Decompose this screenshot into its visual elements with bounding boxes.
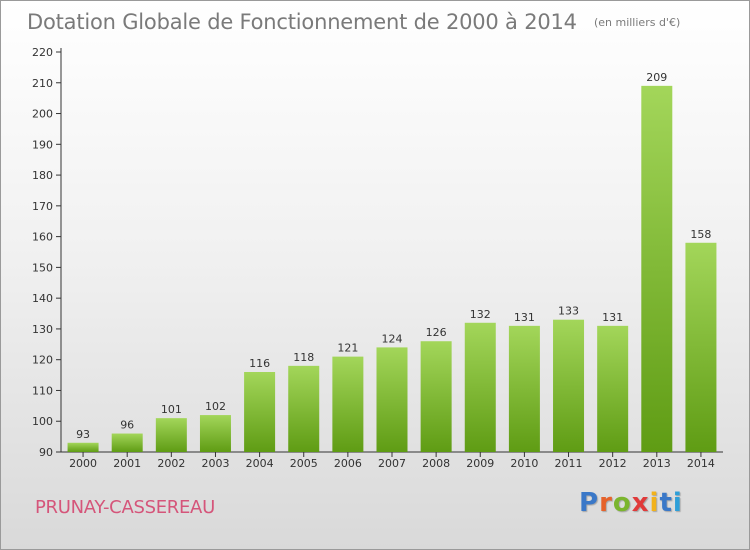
bar-value-label: 124 — [382, 332, 403, 345]
bar-value-label: 96 — [120, 419, 134, 432]
place-name: PRUNAY-CASSEREAU — [35, 497, 215, 518]
logo-letter: P — [579, 488, 600, 518]
logo-letter: r — [599, 488, 613, 518]
y-tick-label: 200 — [32, 108, 53, 121]
bar-value-label: 118 — [293, 351, 314, 364]
bar-value-label: 131 — [514, 311, 535, 324]
x-tick-label: 2009 — [466, 457, 494, 470]
chart-title: Dotation Globale de Fonctionnement de 20… — [27, 10, 577, 34]
logo-letter: t — [659, 488, 673, 518]
y-tick-label: 90 — [39, 446, 53, 459]
logo-letter: x — [631, 488, 650, 518]
bar-2007 — [376, 347, 408, 452]
x-tick-label: 2014 — [687, 457, 715, 470]
x-tick-label: 2003 — [201, 457, 229, 470]
logo-letter: i — [672, 488, 683, 518]
y-tick-label: 120 — [32, 354, 53, 367]
x-tick-label: 2013 — [643, 457, 671, 470]
bar-2009 — [464, 322, 496, 452]
bar-2008 — [420, 341, 452, 452]
x-axis: 2000 2001 2002 2003 2004 2005 2006 2007 2008 2009… — [61, 451, 723, 470]
y-tick-label: 170 — [32, 200, 53, 213]
y-tick-label: 190 — [32, 138, 53, 151]
y-tick-label: 180 — [32, 169, 53, 182]
x-tick-label: 2010 — [510, 457, 538, 470]
bar-2010 — [508, 325, 540, 452]
bar-2001 — [111, 433, 143, 452]
logo-letter: o — [612, 488, 632, 518]
proxiti-logo: Proxiti — [579, 488, 683, 518]
y-tick-label: 140 — [32, 292, 53, 305]
bar-value-label: 93 — [76, 428, 90, 441]
bar-value-label: 132 — [470, 308, 491, 321]
y-tick-label: 130 — [32, 323, 53, 336]
bar-value-label: 133 — [558, 305, 579, 318]
x-tick-label: 2012 — [599, 457, 627, 470]
y-tick-label: 100 — [32, 415, 53, 428]
bar-value-label: 121 — [337, 342, 358, 355]
y-tick-label: 210 — [32, 77, 53, 90]
x-tick-label: 2011 — [555, 457, 583, 470]
bar-2014 — [685, 242, 717, 452]
data-labels: 93 96 101 102 116 118 121 124 126 132 131 133 131 209… — [76, 71, 711, 441]
x-tick-label: 2001 — [113, 457, 141, 470]
bar-2002 — [155, 418, 187, 452]
y-tick-label: 150 — [32, 261, 53, 274]
x-tick-label: 2005 — [290, 457, 318, 470]
x-tick-label: 2002 — [157, 457, 185, 470]
y-tick-label: 220 — [32, 46, 53, 59]
x-tick-label: 2008 — [422, 457, 450, 470]
bar-2003 — [199, 415, 231, 452]
bar-2011 — [553, 319, 585, 452]
y-tick-label: 160 — [32, 231, 53, 244]
bar-2012 — [597, 325, 629, 452]
bar-2013 — [641, 85, 673, 452]
y-tick-label: 110 — [32, 384, 53, 397]
bar-2000 — [67, 442, 99, 452]
chart-unit: (en milliers d'€) — [593, 16, 681, 29]
x-tick-label: 2006 — [334, 457, 362, 470]
x-tick-label: 2007 — [378, 457, 406, 470]
bar-value-label: 102 — [205, 400, 226, 413]
y-axis: 90 100 110 120 130 140 150 160 170 180 190 200 210 22… — [32, 46, 62, 459]
bar-value-label: 131 — [602, 311, 623, 324]
x-tick-label: 2004 — [246, 457, 274, 470]
bars — [67, 85, 717, 452]
bar-2005 — [288, 365, 320, 452]
bar-2004 — [244, 372, 276, 452]
bar-value-label: 158 — [690, 228, 711, 241]
bar-value-label: 101 — [161, 403, 182, 416]
bar-value-label: 126 — [426, 326, 447, 339]
logo-letter: i — [649, 488, 660, 518]
bar-value-label: 209 — [646, 71, 667, 84]
title-row: Dotation Globale de Fonctionnement de 20… — [27, 10, 680, 34]
bar-2006 — [332, 356, 364, 452]
x-tick-label: 2000 — [69, 457, 97, 470]
bar-value-label: 116 — [249, 357, 270, 370]
